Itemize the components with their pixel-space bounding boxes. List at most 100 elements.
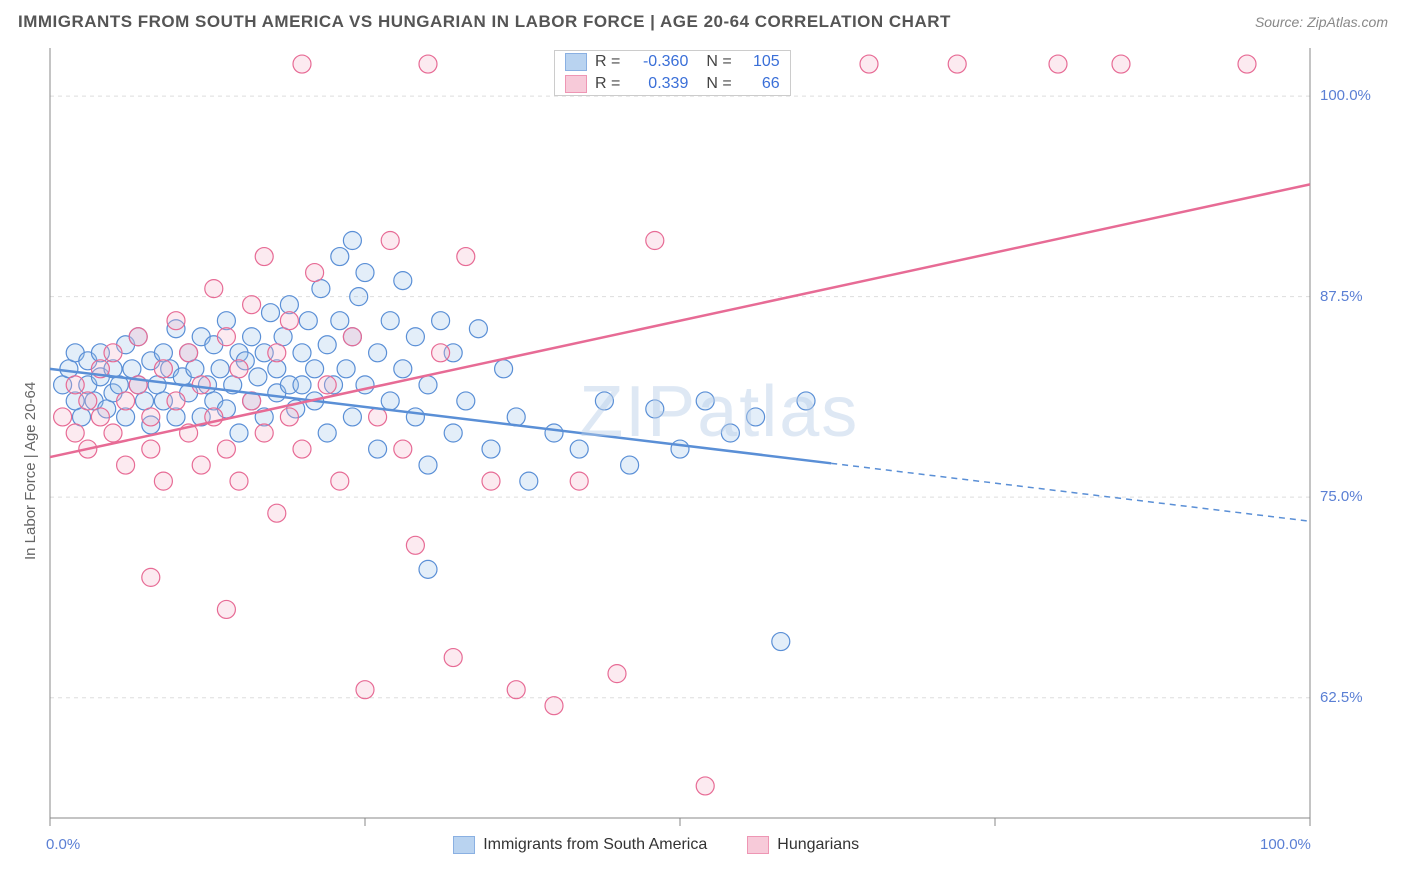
data-point [318,376,336,394]
data-point [419,376,437,394]
n-value: 105 [740,53,780,71]
data-point [230,424,248,442]
data-point [545,697,563,715]
data-point [419,456,437,474]
y-tick-label: 75.0% [1320,488,1363,505]
data-point [217,440,235,458]
chart-area: In Labor Force | Age 20-64 ZIPatlas R =-… [0,40,1406,888]
data-point [318,336,336,354]
n-label: N = [706,53,731,71]
data-point [331,312,349,330]
legend-swatch [565,75,587,93]
data-point [167,312,185,330]
n-value: 66 [740,75,780,93]
data-point [406,328,424,346]
data-point [419,560,437,578]
data-point [293,344,311,362]
data-point [293,440,311,458]
data-point [66,376,84,394]
chart-title: IMMIGRANTS FROM SOUTH AMERICA VS HUNGARI… [18,12,951,32]
data-point [167,408,185,426]
data-point [306,360,324,378]
data-point [1238,55,1256,73]
correlation-stats-box: R =-0.360N =105R =0.339N =66 [554,50,791,96]
data-point [696,392,714,410]
data-point [268,344,286,362]
legend-label: Immigrants from South America [483,836,707,854]
data-point [142,408,160,426]
data-point [721,424,739,442]
data-point [117,408,135,426]
data-point [469,320,487,338]
data-point [406,536,424,554]
r-label: R = [595,75,620,93]
data-point [104,344,122,362]
data-point [337,360,355,378]
title-bar: IMMIGRANTS FROM SOUTH AMERICA VS HUNGARI… [0,0,1406,40]
data-point [274,328,292,346]
data-point [136,392,154,410]
data-point [343,232,361,250]
r-value: 0.339 [628,75,688,93]
data-point [1049,55,1067,73]
data-point [217,328,235,346]
data-point [217,600,235,618]
legend-swatch [747,836,769,854]
data-point [142,568,160,586]
legend-label: Hungarians [777,836,859,854]
data-point [646,232,664,250]
data-point [457,392,475,410]
n-label: N = [706,75,731,93]
data-point [243,328,261,346]
data-point [747,408,765,426]
data-point [230,360,248,378]
y-tick-label: 100.0% [1320,87,1371,104]
data-point [255,248,273,266]
trend-line [50,184,1310,457]
data-point [280,408,298,426]
data-point [482,440,500,458]
data-point [343,408,361,426]
data-point [369,344,387,362]
data-point [211,360,229,378]
data-point [1112,55,1130,73]
data-point [381,232,399,250]
data-point [331,248,349,266]
data-point [104,424,122,442]
data-point [356,681,374,699]
data-point [381,312,399,330]
data-point [394,440,412,458]
y-tick-label: 62.5% [1320,689,1363,706]
data-point [129,328,147,346]
data-point [457,248,475,266]
data-point [306,264,324,282]
data-point [394,272,412,290]
data-point [299,312,317,330]
data-point [343,328,361,346]
data-point [117,392,135,410]
data-point [444,424,462,442]
data-point [117,456,135,474]
data-point [154,472,172,490]
bottom-legend: Immigrants from South America Hungarians [453,836,859,854]
source-label: Source: ZipAtlas.com [1255,14,1388,30]
data-point [772,633,790,651]
data-point [148,376,166,394]
data-point [331,472,349,490]
data-point [318,424,336,442]
trend-line-extrapolated [831,463,1310,521]
data-point [268,360,286,378]
data-point [60,360,78,378]
data-point [595,392,613,410]
x-tick-label: 0.0% [46,836,80,853]
data-point [948,55,966,73]
stat-row: R =-0.360N =105 [555,51,790,73]
data-point [293,55,311,73]
data-point [482,472,500,490]
data-point [280,296,298,314]
data-point [79,392,97,410]
data-point [495,360,513,378]
x-tick-label: 100.0% [1260,836,1311,853]
y-axis-label: In Labor Force | Age 20-64 [22,382,39,560]
data-point [369,408,387,426]
